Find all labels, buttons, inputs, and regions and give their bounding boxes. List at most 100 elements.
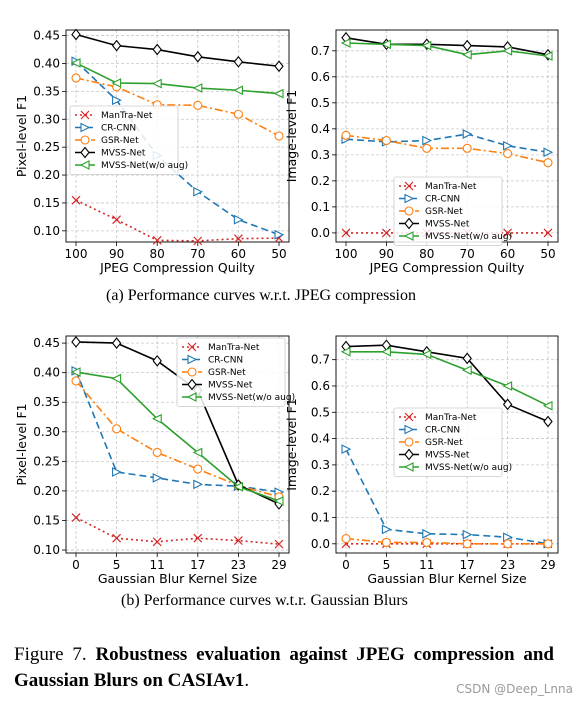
x-tick-label: 50 [540, 247, 555, 261]
data-point-gsr-net [193, 100, 203, 110]
legend-label-mvss-net: MVSS-Net [101, 149, 146, 159]
legend-label-mvss-net: MVSS-Net [425, 220, 470, 230]
legend-box [69, 105, 179, 175]
series-mvss-net-w-o-aug [340, 346, 553, 411]
series-gsr-net [341, 130, 553, 168]
data-point-mantra-net [152, 235, 162, 245]
caption-label: Figure 7. [14, 644, 87, 665]
data-point-mantra-net [193, 533, 203, 543]
y-tick-label: 0.5 [311, 96, 330, 110]
x-tick-label: 60 [500, 247, 515, 261]
legend-marker-gsr-net [404, 206, 414, 216]
data-point-gsr-net [462, 539, 472, 549]
x-tick-label: 17 [190, 558, 205, 572]
y-axis-label: Image-level F1 [284, 90, 299, 183]
data-point-cr-cnn [462, 529, 473, 540]
data-point-mantra-net [71, 513, 81, 522]
x-tick-label: 17 [460, 558, 475, 572]
legend-marker-gsr-net [80, 135, 90, 145]
data-point-gsr-net [422, 537, 432, 548]
y-tick-label: 0.10 [33, 224, 60, 238]
data-point-cr-cnn [193, 186, 204, 197]
chart-jpeg-image-f1: 0.0 0.1 0.2 0.3 0.4 0.5 0.6 0.7 100 90 80 70 60 50 JPE… [284, 29, 559, 275]
data-point-gsr-net [233, 109, 243, 119]
data-point-cr-cnn [543, 147, 554, 158]
y-tick-label: 0.10 [33, 543, 60, 557]
legend-marker-cr-cnn [404, 193, 415, 204]
y-tick-label: 0.25 [33, 140, 60, 154]
legend-label-cr-cnn: CR-CNN [425, 426, 460, 436]
data-point-cr-cnn [422, 528, 433, 539]
series-line-cr-cnn [345, 133, 549, 154]
y-tick-label: 0.3 [311, 458, 330, 472]
data-point-mantra-net [71, 195, 81, 205]
x-tick-label: 5 [383, 558, 391, 572]
series-mantra-net [71, 195, 284, 246]
legend: ManTra-Net CR-CNN GSR-Net MVSS-Net MVSS-Net(… [393, 407, 512, 477]
data-point-mvss-net-w-o-aug [421, 40, 432, 51]
plot-frame [335, 335, 559, 554]
data-point-cr-cnn [462, 129, 473, 139]
x-tick-label: 70 [460, 247, 475, 261]
y-tick-label: 0.2 [311, 484, 330, 498]
legend-label-mvss-net: MVSS-Net [208, 381, 253, 391]
data-point-mvss-net-w-o-aug [70, 58, 81, 68]
legend-label-mantra-net: ManTra-Net [425, 413, 477, 423]
series-line-mvss-net-w-o-aug [75, 62, 280, 95]
y-tick-label: 0.2 [311, 174, 330, 188]
y-tick-label: 0.30 [33, 112, 60, 126]
data-point-mvss-net-w-o-aug [421, 349, 432, 360]
data-point-cr-cnn [503, 532, 513, 543]
data-point-mvss-net [71, 336, 81, 348]
y-tick-label: 0.1 [311, 510, 330, 524]
series-line-gsr-net [345, 537, 548, 545]
legend-label-gsr-net: GSR-Net [101, 136, 139, 146]
legend-marker-gsr-net [404, 437, 414, 447]
y-tick-label: 0.0 [311, 537, 330, 551]
data-point-mvss-net-w-o-aug [233, 85, 243, 96]
y-tick-label: 0.3 [311, 148, 330, 162]
legend-box [393, 407, 503, 477]
legend-label-mvss-net-w-o-aug: MVSS-Net(w/o aug) [101, 161, 188, 171]
legend-marker-cr-cnn [187, 354, 198, 365]
series-line-mvss-net [75, 33, 280, 68]
x-tick-label: 29 [271, 558, 286, 572]
data-point-mantra-net [503, 228, 513, 238]
x-tick-label: 0 [72, 558, 80, 572]
y-tick-label: 0.4 [311, 122, 330, 136]
legend-marker-mvss-net-w-o-aug [403, 231, 414, 241]
data-point-gsr-net [543, 539, 553, 549]
x-tick-label: 80 [150, 247, 165, 261]
legend: ManTra-Net CR-CNN GSR-Net MVSS-Net MVSS-Net(… [69, 105, 188, 175]
series-line-mvss-net [345, 344, 549, 423]
y-tick-label: 0.35 [33, 84, 60, 98]
data-point-gsr-net [112, 424, 122, 434]
data-point-cr-cnn [341, 444, 352, 454]
y-tick-label: 0.1 [311, 200, 330, 214]
data-point-mvss-net-w-o-aug [273, 88, 284, 99]
data-point-gsr-net [341, 533, 351, 544]
legend-label-cr-cnn: CR-CNN [208, 356, 243, 366]
data-point-mvss-net [152, 354, 162, 367]
watermark: CSDN @Deep_Lnna [456, 682, 573, 696]
x-tick-label: 100 [65, 247, 88, 261]
series-line-mantra-net [75, 199, 280, 242]
data-point-mvss-net [152, 43, 162, 56]
data-point-cr-cnn [233, 214, 244, 225]
data-point-mvss-net [543, 415, 553, 428]
data-point-mvss-net [233, 55, 244, 68]
legend-marker-mantra-net [404, 181, 414, 191]
data-point-cr-cnn [274, 229, 285, 240]
series-mvss-net-w-o-aug [70, 58, 284, 99]
data-point-mantra-net [543, 228, 553, 238]
data-point-gsr-net [503, 539, 513, 549]
legend-marker-gsr-net [187, 367, 197, 377]
series-mvss-net-w-o-aug [70, 367, 284, 506]
data-point-mvss-net-w-o-aug [542, 51, 553, 61]
legend-label-mantra-net: ManTra-Net [208, 343, 260, 353]
series-line-gsr-net [75, 77, 280, 137]
data-point-cr-cnn [152, 473, 163, 483]
data-point-cr-cnn [112, 95, 122, 106]
series-mvss-net [341, 31, 553, 61]
